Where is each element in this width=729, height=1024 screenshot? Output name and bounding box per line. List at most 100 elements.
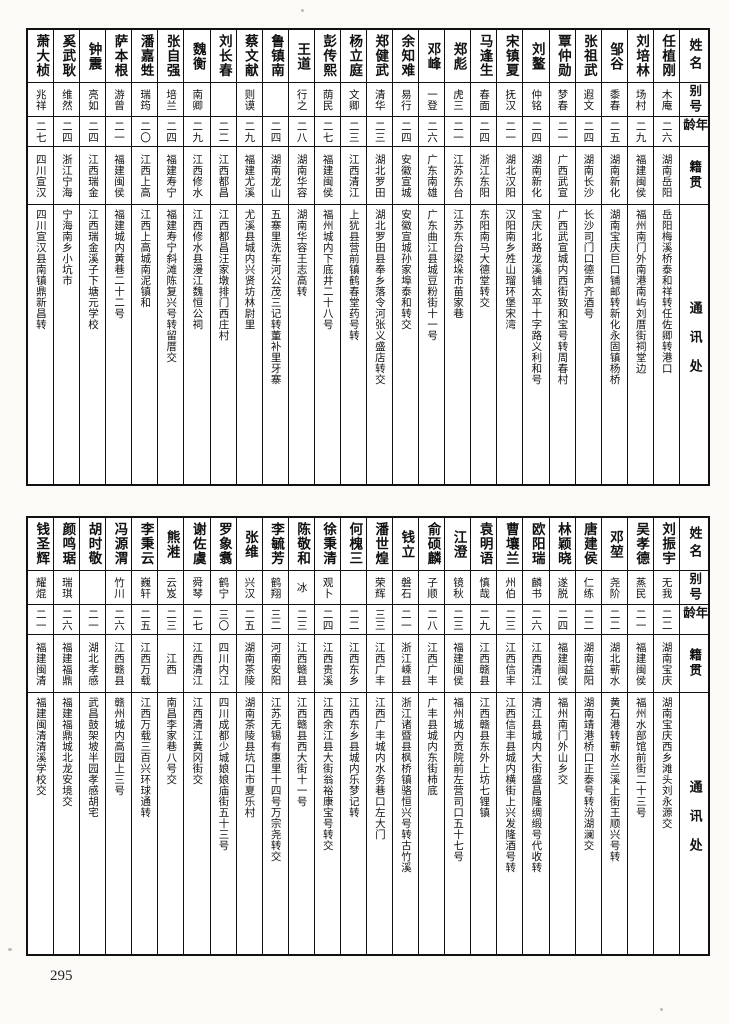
cell-origin: 湖北汉阳 — [497, 146, 523, 204]
cell-text: 萨本根 — [111, 34, 128, 78]
cell-text: 二九 — [634, 120, 647, 143]
cell-address: 长沙司门口德声齐酒号 — [575, 204, 601, 484]
cell-text: 二二 — [660, 608, 673, 631]
roster-entry-column: 张祖武 遐文 二四 湖南长沙 长沙司门口德声齐酒号 — [574, 30, 601, 484]
cell-origin: 福建闽侯 — [106, 146, 132, 204]
cell-text: 邓峰 — [424, 41, 441, 71]
cell-text: 宝庆北路龙溪铺太平十字路义利和号 — [530, 209, 543, 385]
cell-text: 湖南龙山 — [269, 153, 282, 198]
cell-text: 三二 — [269, 608, 282, 631]
cell-alias: 竹川 — [106, 570, 132, 604]
cell-origin: 福建闽侯 — [627, 634, 653, 692]
roster-entry-column: 冯源渭 竹川 二六 江西赣县 赣州城内高园上三号 — [105, 518, 132, 954]
cell-address: 汉阳南乡夝山瑠环堡宋湾 — [497, 204, 523, 484]
roster-entry-column: 郑健武 清华 二三 湖北罗田 湖北罗田县奉乡落令河张义盛店转交 — [366, 30, 393, 484]
cell-origin: 湖南岳阳 — [653, 146, 679, 204]
cell-origin: 江西 — [158, 634, 184, 692]
cell-text: 二六 — [530, 608, 543, 631]
cell-text: 张自强 — [163, 34, 180, 78]
cell-address: 江西赣县西大街十一号 — [288, 692, 314, 954]
cell-text: 二二 — [608, 608, 621, 631]
cell-text: 湖南宝庆西乡滩头刘永源交 — [660, 697, 673, 829]
cell-age: 二二 — [575, 604, 601, 634]
cell-text: 安徽宣城 — [399, 153, 412, 198]
cell-text: 荫民 — [321, 88, 334, 111]
cell-address: 江西上高城南泥镇和 — [132, 204, 158, 484]
cell-text: 福建闽侯 — [634, 641, 647, 686]
cell-name: 魏衡 — [184, 30, 209, 82]
cell-age: 二四 — [471, 116, 497, 146]
cell-text: 江澄 — [450, 529, 467, 559]
cell-name: 徐秉清 — [315, 518, 340, 570]
cell-text: 二四 — [269, 120, 282, 143]
cell-origin: 湖南龙山 — [262, 146, 288, 204]
cell-text: 江西都昌汪家墩排门西庄村 — [217, 209, 230, 341]
cell-name: 钱立 — [393, 518, 418, 570]
cell-text: 唐建侯 — [580, 522, 597, 566]
cell-alias: 木庵 — [653, 82, 679, 116]
cell-alias: 慎哉 — [471, 570, 497, 604]
cell-age: 二六 — [419, 116, 445, 146]
cell-text: 二一 — [34, 608, 47, 631]
cell-name: 何槐三 — [341, 518, 366, 570]
row-label-text: 别号 — [687, 84, 703, 115]
cell-age: 二五 — [236, 604, 262, 634]
cell-address: 福州南门外山乡交 — [549, 692, 575, 954]
cell-age: 三二 — [262, 604, 288, 634]
cell-age: 二四 — [393, 116, 419, 146]
cell-text: 李秉云 — [137, 522, 154, 566]
cell-alias: 蒸民 — [627, 570, 653, 604]
cell-text: 广丰县城内东街柿底 — [426, 697, 439, 796]
cell-age: 二二 — [340, 604, 367, 634]
cell-text: 何槐三 — [346, 522, 363, 566]
cell-alias — [340, 570, 367, 604]
cell-text: 云岌 — [165, 576, 178, 599]
cell-address: 赣州城内高园上三号 — [106, 692, 132, 954]
cell-text: 张维 — [241, 529, 258, 559]
roster-entry-column: 覃仲勋 梦春 二一 广西武宣 广西武宣城内西街致和宝号转周春村 — [548, 30, 575, 484]
cell-text: 杨立庭 — [346, 34, 363, 78]
cell-address: 湖南靖港桥口正泰号转汾湖澜交 — [575, 692, 601, 954]
roster-entry-column: 刘鳌 仲铭 二四 湖南新化 宝庆北路龙溪铺太平十字路义利和号 — [522, 30, 549, 484]
cell-address: 四川宣汉县南镇鼎新昌转 — [28, 204, 54, 484]
cell-age: 二六 — [106, 604, 132, 634]
cell-name: 陈敬和 — [289, 518, 314, 570]
roster-entry-column: 钱立 磐石 二一 浙江嵊县 浙江诸暨县枫桥镇骆恒兴号转古竹溪 — [392, 518, 419, 954]
cell-text: 徐秉清 — [320, 522, 337, 566]
cell-address: 四川成都少城娘娘庙街五十三号 — [210, 692, 236, 954]
cell-text: 易行 — [399, 88, 412, 111]
cell-age: 二九 — [184, 116, 210, 146]
cell-name: 刘长春 — [211, 30, 236, 82]
cell-text: 福建闽清 — [34, 641, 47, 686]
roster-entry-column: 吴孝德 蒸民 二一 福建闽侯 福州水部馆前街二十三号 — [626, 518, 653, 954]
cell-name: 邓峰 — [419, 30, 444, 82]
cell-text: 三〇 — [217, 608, 230, 631]
cell-alias: 兆祥 — [28, 82, 54, 116]
cell-name: 俞硕麟 — [419, 518, 444, 570]
cell-text: 二〇 — [139, 120, 152, 143]
cell-name: 王道 — [289, 30, 314, 82]
cell-text: 郑健武 — [372, 34, 389, 78]
cell-name: 江澄 — [445, 518, 470, 570]
cell-name: 冯源渭 — [106, 518, 131, 570]
cell-age: 二四 — [575, 116, 601, 146]
cell-text: 场村 — [634, 88, 647, 111]
cell-age: 二一 — [549, 116, 575, 146]
cell-text: 王道 — [294, 41, 311, 71]
cell-alias: 一登 — [419, 82, 445, 116]
cell-text: 四川成都少城娘娘庙街五十三号 — [217, 697, 230, 851]
cell-name: 曹壤兰 — [497, 518, 522, 570]
cell-text: 罗象翥 — [215, 522, 232, 566]
cell-text: 木庵 — [660, 88, 673, 111]
roster-entry-column: 谢佐虞 舜琴 二七 江西清江 江西清江黄冈街交 — [183, 518, 210, 954]
cell-origin: 湖南益阳 — [575, 634, 601, 692]
cell-text: 二四 — [556, 608, 569, 631]
cell-text: 梦春 — [556, 88, 569, 111]
cell-text: 广东南雄 — [425, 153, 438, 198]
cell-name: 钱圣辉 — [28, 518, 53, 570]
cell-text: 二九 — [478, 608, 491, 631]
cell-text: 汉阳南乡夝山瑠环堡宋湾 — [504, 209, 517, 330]
cell-text: 行之 — [295, 88, 308, 111]
row-label-text: 年龄 — [680, 606, 709, 622]
roster-entry-column: 郑彪 虎三 二一 江苏东台 江苏东台梁垛市苗家巷 — [444, 30, 471, 484]
